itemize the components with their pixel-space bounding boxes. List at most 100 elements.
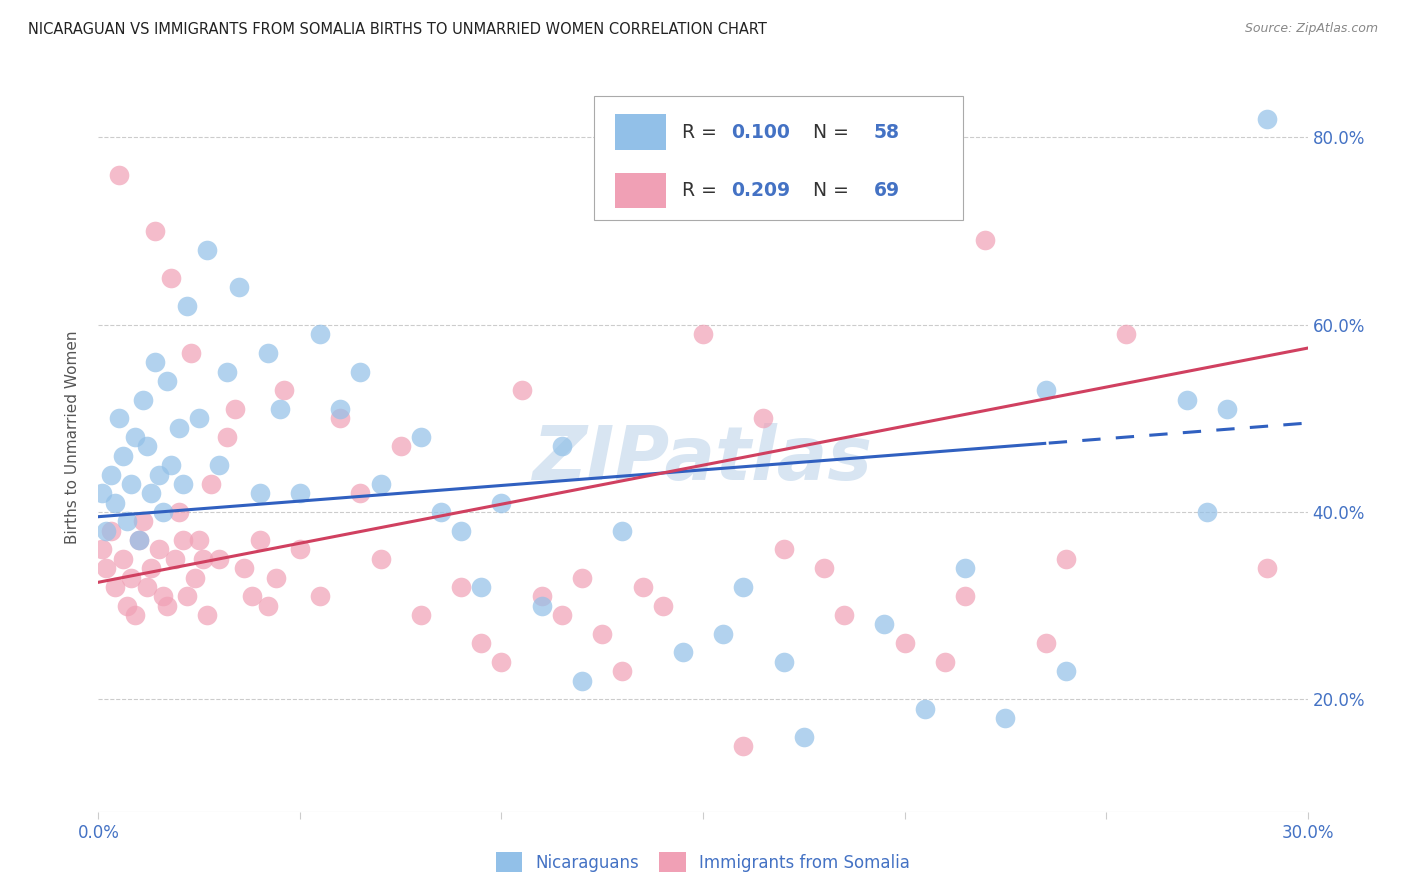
Text: 58: 58 — [873, 123, 900, 142]
Point — [530, 599, 553, 613]
Point — [135, 580, 157, 594]
Point — [124, 430, 146, 444]
Point — [288, 542, 311, 557]
Point — [264, 571, 287, 585]
Point — [160, 271, 183, 285]
Point — [1256, 561, 1278, 575]
Point — [631, 580, 654, 594]
Point — [813, 561, 835, 575]
Point — [156, 374, 179, 388]
Point — [172, 533, 194, 547]
Text: ZIPatlas: ZIPatlas — [533, 423, 873, 496]
Point — [612, 524, 634, 538]
Point — [571, 571, 593, 585]
Point — [832, 608, 855, 623]
Text: NICARAGUAN VS IMMIGRANTS FROM SOMALIA BIRTHS TO UNMARRIED WOMEN CORRELATION CHAR: NICARAGUAN VS IMMIGRANTS FROM SOMALIA BI… — [28, 22, 768, 37]
Text: 0.209: 0.209 — [731, 181, 790, 200]
Point — [551, 440, 574, 453]
Point — [772, 655, 794, 669]
Point — [288, 486, 311, 500]
Point — [240, 589, 263, 603]
Text: R =: R = — [682, 181, 723, 200]
Bar — [614, 114, 665, 151]
Point — [139, 486, 162, 500]
Point — [188, 533, 211, 547]
Point — [128, 533, 150, 547]
Point — [96, 561, 118, 575]
Point — [994, 711, 1017, 725]
Point — [1115, 326, 1137, 341]
Point — [249, 533, 271, 547]
Point — [100, 467, 122, 482]
Point — [176, 589, 198, 603]
Point — [591, 626, 613, 640]
Point — [430, 505, 453, 519]
Point — [914, 701, 936, 715]
Point — [115, 599, 138, 613]
Point — [124, 608, 146, 623]
Point — [111, 449, 134, 463]
Point — [115, 514, 138, 528]
Point — [152, 589, 174, 603]
Y-axis label: Births to Unmarried Women: Births to Unmarried Women — [65, 330, 80, 544]
Point — [953, 589, 976, 603]
Point — [91, 542, 114, 557]
Point — [148, 467, 170, 482]
Point — [217, 430, 239, 444]
Point — [1035, 636, 1057, 650]
Text: 69: 69 — [873, 181, 900, 200]
Text: Source: ZipAtlas.com: Source: ZipAtlas.com — [1244, 22, 1378, 36]
Point — [612, 664, 634, 679]
Point — [470, 636, 492, 650]
Point — [188, 411, 211, 425]
Point — [893, 636, 915, 650]
Point — [1216, 401, 1239, 416]
Point — [120, 571, 142, 585]
Point — [156, 599, 179, 613]
Point — [793, 730, 815, 744]
Point — [1054, 551, 1077, 566]
Point — [232, 561, 254, 575]
Point — [409, 430, 432, 444]
Point — [692, 326, 714, 341]
Point — [180, 345, 202, 359]
Point — [193, 551, 215, 566]
Point — [470, 580, 492, 594]
Point — [530, 589, 553, 603]
Point — [934, 655, 956, 669]
Point — [132, 514, 155, 528]
Point — [228, 280, 250, 294]
Point — [309, 326, 332, 341]
Text: N =: N = — [794, 123, 855, 142]
Point — [195, 608, 218, 623]
Point — [974, 233, 997, 247]
Point — [256, 345, 278, 359]
Point — [184, 571, 207, 585]
Point — [733, 739, 755, 753]
Point — [491, 496, 513, 510]
Point — [551, 608, 574, 623]
Point — [139, 561, 162, 575]
Point — [370, 551, 392, 566]
Point — [176, 299, 198, 313]
Point — [172, 476, 194, 491]
Legend: Nicaraguans, Immigrants from Somalia: Nicaraguans, Immigrants from Somalia — [489, 846, 917, 879]
Point — [208, 551, 231, 566]
FancyBboxPatch shape — [595, 96, 963, 219]
Point — [349, 486, 371, 500]
Point — [96, 524, 118, 538]
Point — [1054, 664, 1077, 679]
Point — [256, 599, 278, 613]
Point — [752, 411, 775, 425]
Point — [100, 524, 122, 538]
Point — [163, 551, 186, 566]
Point — [167, 420, 190, 434]
Point — [91, 486, 114, 500]
Point — [349, 364, 371, 378]
Point — [128, 533, 150, 547]
Point — [491, 655, 513, 669]
Point — [1035, 384, 1057, 398]
Point — [120, 476, 142, 491]
Point — [217, 364, 239, 378]
Point — [224, 401, 246, 416]
